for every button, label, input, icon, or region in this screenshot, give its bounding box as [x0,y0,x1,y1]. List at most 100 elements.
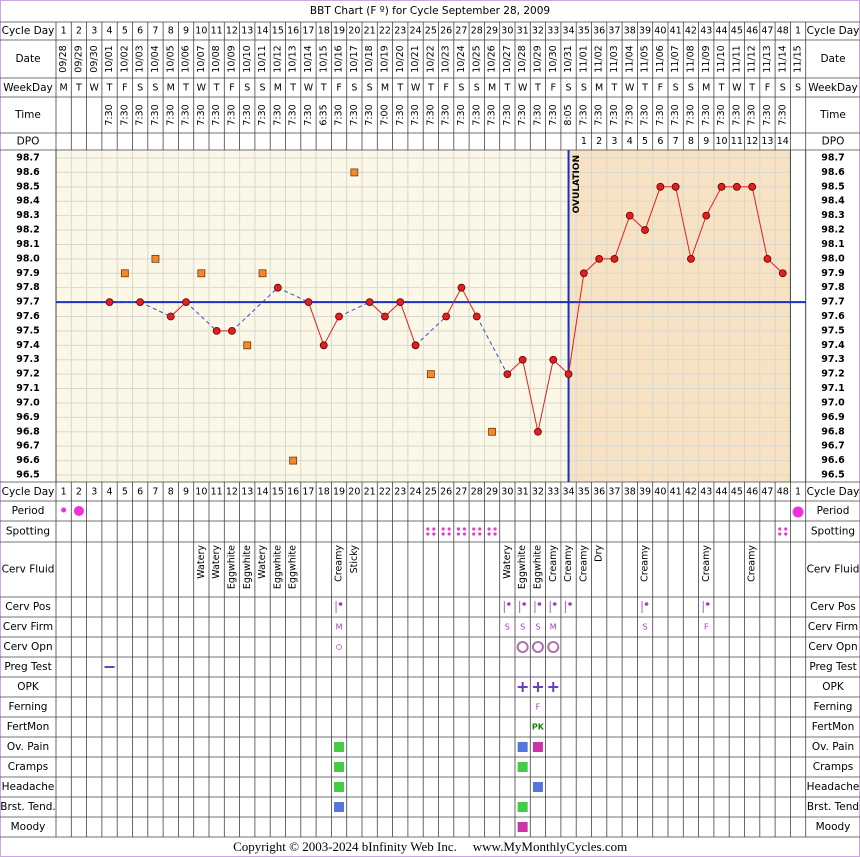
temp-point [228,327,236,335]
row-label-right: Cerv Fluid [807,564,860,576]
cycle-day: 40 [654,487,666,498]
date: 10/23 [441,45,452,72]
row-label: Date [15,53,40,65]
cycle-day: 4 [107,26,113,37]
copyright: Copyright © 2003-2024 bInfinity Web Inc. [233,839,457,854]
dpo: 6 [657,136,663,147]
dpo: 11 [731,136,743,147]
date: 10/31 [563,45,574,72]
weekday: S [795,83,801,94]
discarded-temp [151,254,160,263]
cycle-day: 5 [122,26,128,37]
temp-point [778,269,787,278]
date: 11/12 [747,45,758,72]
weekday: M [595,83,603,94]
time: 7:30 [548,104,559,125]
time: 7:30 [517,104,528,125]
discarded-temp [243,341,252,350]
time: 7:30 [532,104,543,125]
date: 10/24 [456,45,467,72]
y-tick-label-right: 98.4 [821,196,845,207]
row-label: Cycle Day [2,486,55,498]
cycle-day: 45 [731,487,743,498]
spotting-dot [778,532,782,536]
y-tick-label-right: 96.9 [821,412,844,423]
cycle-day: 24 [410,487,422,498]
date: 11/04 [624,45,635,72]
temp-gap-line [139,301,171,317]
row-label: Cycle Day [2,25,55,37]
row-label-right: Cramps [813,761,853,773]
y-tick-label-right: 98.7 [821,153,844,164]
spotting-dot [778,527,782,531]
weekday: S [152,83,158,94]
cycle-day: 8 [168,26,174,37]
cerv-fluid: Creamy [747,545,758,582]
cycle-day: 22 [379,26,391,37]
symptom-square [334,802,345,812]
cycle-day: 16 [287,26,299,37]
cycle-day: 34 [563,26,575,37]
temp-point [748,182,757,191]
time: 7:30 [165,104,176,125]
weekday: M [488,83,496,94]
time: 7:30 [578,104,589,125]
cycle-day: 2 [76,26,82,37]
y-tick-label-right: 97.0 [821,397,845,408]
weekday: T [75,83,82,94]
cerv-fluid: Creamy [334,545,345,582]
cycle-day: 21 [364,26,376,37]
cycle-day: 32 [532,487,544,498]
time: 7:30 [624,104,635,125]
cycle-day: 15 [272,26,284,37]
cerv-firm: S [643,623,648,632]
cycle-day: 42 [685,26,697,37]
symptom-square [334,742,345,752]
y-tick-label: 98.6 [16,167,40,178]
spotting-dot [441,532,445,536]
temp-point [381,312,389,321]
cycle-day: 33 [547,26,559,37]
cycle-day: 3 [91,26,97,37]
time: 7:30 [487,104,498,125]
cerv-opn-large [547,641,560,653]
temp-point [411,341,420,350]
time: 7:30 [196,104,207,125]
row-label-right: Cerv Firm [808,621,858,633]
weekday: W [90,83,100,94]
row-label: FertMon [7,721,50,733]
time: 7:30 [364,104,375,125]
date: 10/19 [379,45,390,72]
cycle-day: 9 [183,487,189,498]
time: 7:30 [257,104,268,125]
time: 7:30 [594,104,605,125]
cycle-day: 6 [137,26,143,37]
temp-point [396,298,405,306]
spotting-dot [426,527,430,531]
date: 10/18 [364,45,375,72]
temp-point [273,283,282,292]
cycle-day: 31 [517,26,529,37]
time: 7:30 [242,104,253,125]
fertmon: PK [532,723,545,732]
date: 10/06 [181,45,192,72]
time: 7:30 [334,104,345,125]
date: 10/15 [318,45,329,72]
row-label-right: Preg Test [809,661,856,673]
cerv-fluid: Dry [594,545,605,562]
dpo: 5 [642,136,648,147]
y-tick-label-right: 97.3 [821,354,844,365]
cycle-day: 7 [152,26,158,37]
date: 11/03 [609,45,620,72]
cycle-day: 7 [152,487,158,498]
cycle-day: 14 [257,26,269,37]
cycle-day: 48 [777,26,789,37]
cycle-day: 24 [410,26,422,37]
row-label: Cerv Fluid [2,564,55,576]
time: 7:30 [456,104,467,125]
y-tick-label-right: 97.4 [821,340,845,351]
y-tick-label-right: 97.6 [821,311,845,322]
date: 11/02 [594,45,605,72]
row-label: Headache [2,781,55,793]
discarded-temp [197,269,206,278]
